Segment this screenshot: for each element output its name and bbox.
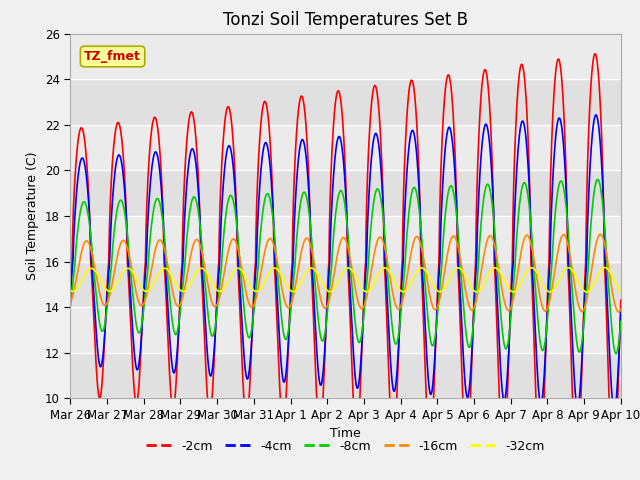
-8cm	[67, 303, 74, 309]
Legend: -2cm, -4cm, -8cm, -16cm, -32cm: -2cm, -4cm, -8cm, -16cm, -32cm	[141, 435, 550, 458]
Bar	[70, 307, 621, 353]
Line: -16cm: -16cm	[70, 234, 621, 312]
-32cm	[617, 288, 625, 294]
-32cm	[431, 285, 439, 291]
-2cm	[250, 276, 258, 282]
-4cm	[175, 315, 183, 321]
-16cm	[503, 306, 511, 312]
-8cm	[552, 208, 559, 214]
-8cm	[594, 177, 602, 182]
-2cm	[175, 309, 183, 315]
-16cm	[175, 303, 183, 309]
-16cm	[617, 307, 625, 312]
Line: -8cm: -8cm	[70, 180, 621, 354]
-8cm	[431, 335, 439, 341]
Bar	[70, 216, 621, 262]
-8cm	[612, 351, 620, 357]
Y-axis label: Soil Temperature (C): Soil Temperature (C)	[26, 152, 40, 280]
-4cm	[552, 137, 559, 143]
-4cm	[67, 293, 74, 299]
-2cm	[67, 283, 74, 288]
-8cm	[503, 345, 511, 351]
-4cm	[611, 407, 618, 413]
-4cm	[431, 352, 439, 358]
-16cm	[596, 231, 604, 237]
Line: -4cm: -4cm	[70, 115, 621, 410]
X-axis label: Time: Time	[330, 427, 361, 440]
-2cm	[431, 361, 439, 367]
Line: -32cm: -32cm	[70, 268, 621, 292]
-4cm	[503, 380, 511, 386]
-32cm	[583, 289, 591, 295]
Title: Tonzi Soil Temperatures Set B: Tonzi Soil Temperatures Set B	[223, 11, 468, 29]
-16cm	[250, 301, 258, 307]
-8cm	[175, 316, 183, 322]
-2cm	[189, 111, 196, 117]
-2cm	[591, 51, 599, 57]
Line: -2cm: -2cm	[70, 54, 621, 472]
-16cm	[431, 307, 439, 312]
-16cm	[614, 309, 622, 315]
-2cm	[503, 408, 511, 413]
Bar	[70, 79, 621, 125]
Bar	[70, 353, 621, 398]
Text: TZ_fmet: TZ_fmet	[84, 50, 141, 63]
-8cm	[250, 303, 258, 309]
-4cm	[617, 309, 625, 315]
-32cm	[175, 287, 183, 292]
-4cm	[592, 112, 600, 118]
-8cm	[617, 319, 625, 324]
-2cm	[617, 297, 625, 303]
Bar	[70, 34, 621, 79]
-32cm	[250, 288, 258, 294]
-8cm	[189, 195, 196, 201]
Bar	[70, 170, 621, 216]
-4cm	[250, 289, 258, 295]
-2cm	[610, 469, 618, 475]
-32cm	[601, 265, 609, 271]
-32cm	[67, 288, 74, 293]
-16cm	[189, 244, 196, 250]
-16cm	[67, 300, 74, 306]
Bar	[70, 125, 621, 170]
-4cm	[189, 146, 196, 152]
-32cm	[552, 284, 559, 290]
-32cm	[189, 276, 196, 281]
Bar	[70, 262, 621, 307]
-16cm	[552, 264, 559, 270]
-2cm	[552, 72, 559, 78]
-32cm	[503, 282, 511, 288]
